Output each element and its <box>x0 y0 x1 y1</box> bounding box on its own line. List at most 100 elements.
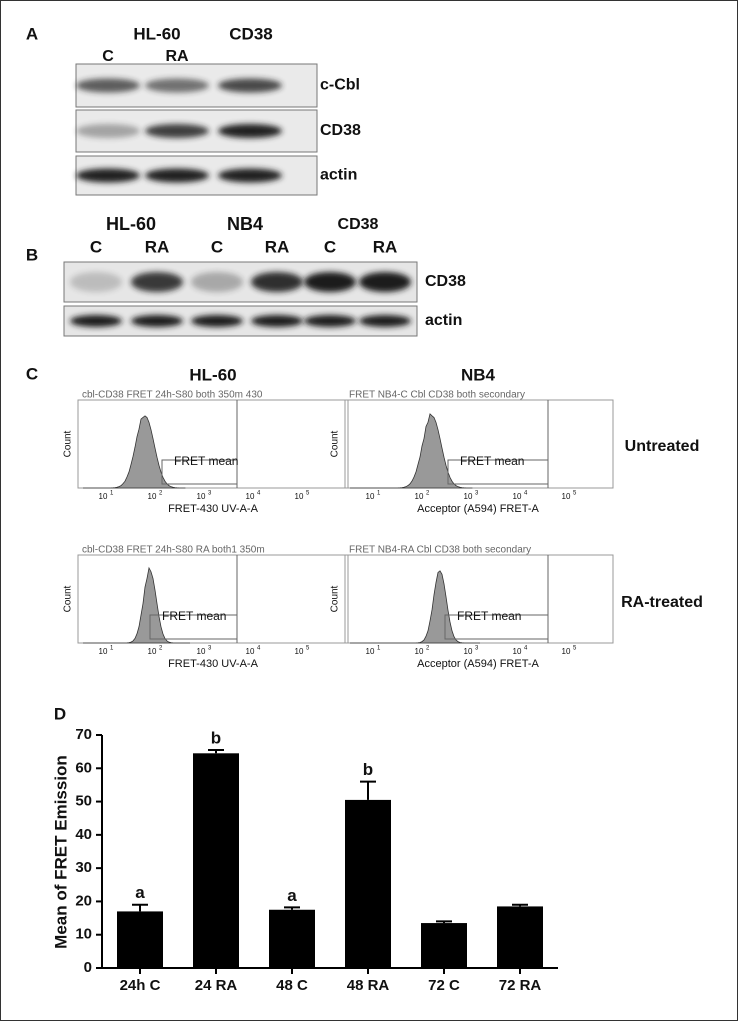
blot-band <box>359 272 411 292</box>
x-tick-exponent: 3 <box>208 491 212 497</box>
x-tick-label: 10 <box>464 492 473 501</box>
bar <box>269 909 315 968</box>
row-label: actin <box>320 167 357 184</box>
blot-band <box>145 124 209 138</box>
blot-header: HL-60 <box>133 24 180 43</box>
x-tick-label: 10 <box>366 492 375 501</box>
row-label: RA-treated <box>621 594 703 611</box>
x-tick-label: 10 <box>197 647 206 656</box>
blot-band <box>251 315 303 327</box>
error-bar <box>360 780 376 800</box>
y-label: Count <box>63 430 74 457</box>
bar <box>345 799 391 968</box>
blot-band <box>191 315 243 327</box>
blot-band <box>145 78 209 93</box>
lane-label: RA <box>145 237 170 256</box>
plot-header: cbl-CD38 FRET 24h-S80 RA both1 350m <box>82 545 265 556</box>
blot-header: NB4 <box>227 214 263 234</box>
y-label: Count <box>63 585 74 612</box>
x-tick-label: 10 <box>366 647 375 656</box>
x-tick-label: 10 <box>99 647 108 656</box>
lane-label: RA <box>265 237 290 256</box>
lane-label: C <box>90 237 102 256</box>
row-label: Untreated <box>625 438 700 455</box>
blot-band <box>304 315 356 327</box>
y-tick-label: 20 <box>75 892 92 909</box>
y-tick-label: 0 <box>84 959 92 976</box>
x-tick-exponent: 1 <box>377 646 381 652</box>
annotation: a <box>135 883 145 902</box>
x-tick-label: 10 <box>562 492 571 501</box>
x-tick-exponent: 5 <box>573 491 577 497</box>
blot-band <box>218 78 282 93</box>
x-tick-label: 10 <box>295 647 304 656</box>
y-label: Count <box>330 430 341 457</box>
bar <box>193 753 239 968</box>
x-tick-exponent: 4 <box>524 491 528 497</box>
plot-frame <box>77 399 349 489</box>
panel-label: C <box>26 364 38 383</box>
x-tick-label: 10 <box>148 492 157 501</box>
y-tick-label: 30 <box>75 859 92 876</box>
blot-band <box>218 124 282 138</box>
x-label: FRET-430 UV-A-A <box>168 503 259 515</box>
annotation: a <box>287 886 297 905</box>
x-tick-label: 10 <box>513 647 522 656</box>
x-tick-label: 10 <box>246 647 255 656</box>
annotation: b <box>363 760 373 779</box>
x-tick-label: 10 <box>513 492 522 501</box>
x-tick-exponent: 1 <box>110 646 114 652</box>
blot-band <box>359 315 411 327</box>
gate-label: FRET mean <box>460 454 524 468</box>
y-label: Count <box>330 585 341 612</box>
error-bar <box>132 903 148 912</box>
x-tick-exponent: 3 <box>475 491 479 497</box>
panel-label: D <box>54 704 66 723</box>
annotation: b <box>211 728 221 747</box>
x-tick-label: 10 <box>197 492 206 501</box>
y-axis-title: Mean of FRET Emission <box>51 755 70 949</box>
x-tick-exponent: 4 <box>524 646 528 652</box>
x-tick-exponent: 5 <box>306 491 310 497</box>
x-tick-label: 24 RA <box>195 977 238 994</box>
lane-label: RA <box>373 237 398 256</box>
x-tick-exponent: 3 <box>475 646 479 652</box>
x-tick-exponent: 2 <box>426 646 430 652</box>
error-bar <box>512 903 528 907</box>
panel-label: A <box>26 24 38 43</box>
gate-label: FRET mean <box>174 454 238 468</box>
blot-band <box>191 272 243 292</box>
plot-frame <box>344 399 614 489</box>
lane-label: C <box>211 237 223 256</box>
plot-header: FRET NB4-RA Cbl CD38 both secondary <box>349 545 531 556</box>
blot-header: CD38 <box>338 216 379 233</box>
x-tick-label: 10 <box>246 492 255 501</box>
x-label: Acceptor (A594) FRET-A <box>417 503 539 515</box>
plot-header: cbl-CD38 FRET 24h-S80 both 350m 430 <box>82 390 263 401</box>
blot-band <box>251 272 303 292</box>
blot-band <box>145 168 209 183</box>
x-tick-exponent: 5 <box>573 646 577 652</box>
row-label: CD38 <box>425 273 466 290</box>
error-bar <box>208 748 224 754</box>
histogram <box>350 570 480 644</box>
lane-label: C <box>324 237 336 256</box>
x-label: Acceptor (A594) FRET-A <box>417 658 539 670</box>
bar <box>421 923 467 968</box>
y-tick-label: 60 <box>75 759 92 776</box>
gate-label: FRET mean <box>162 609 226 623</box>
y-tick-label: 10 <box>75 926 92 943</box>
x-tick-label: 48 C <box>276 977 308 994</box>
lane-label: C <box>102 48 114 65</box>
x-tick-exponent: 3 <box>208 646 212 652</box>
column-title: HL-60 <box>189 365 236 384</box>
blot-band <box>76 168 140 183</box>
x-tick-label: 10 <box>415 647 424 656</box>
column-title: NB4 <box>461 365 496 384</box>
x-label: FRET-430 UV-A-A <box>168 658 259 670</box>
plot-frame <box>77 554 349 644</box>
x-tick-label: 24h C <box>120 977 161 994</box>
y-tick-label: 70 <box>75 726 92 743</box>
row-label: CD38 <box>320 122 361 139</box>
